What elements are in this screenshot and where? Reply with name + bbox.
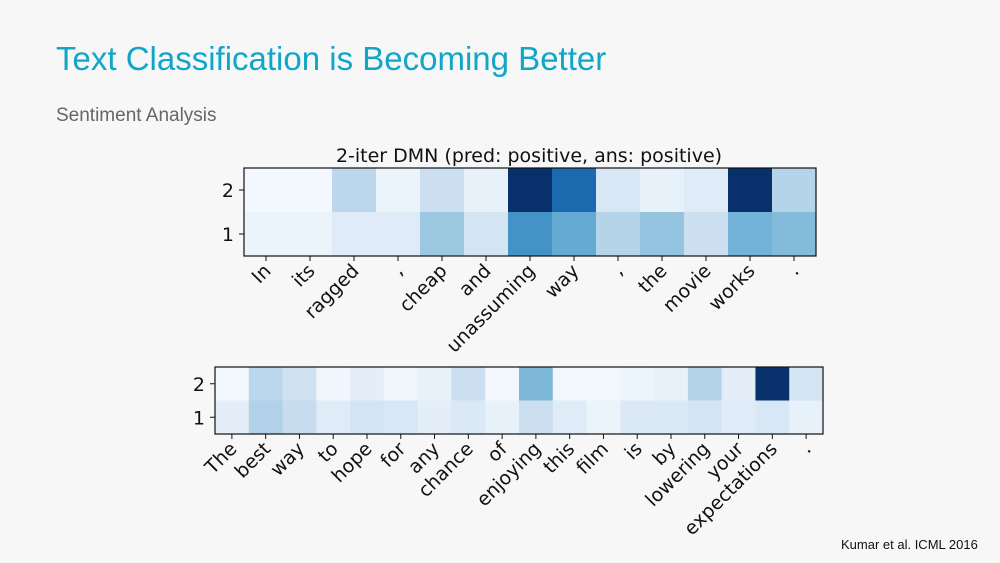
heatmap-1-x-label: , <box>388 260 408 280</box>
heatmap-2-cell <box>350 400 385 435</box>
heatmap-2-cell <box>620 367 655 401</box>
heatmap-2-x-label: enjoying <box>472 438 545 511</box>
heatmap-1-cell <box>596 168 641 213</box>
heatmap-2-cell <box>552 400 588 435</box>
heatmap-1-x-label: , <box>608 260 628 280</box>
heatmap-2-x-label: . <box>796 438 816 458</box>
heatmap-1-cell <box>288 168 333 213</box>
heatmap-2-x-label: this <box>539 438 579 478</box>
heatmap-1-x-label: its <box>288 260 320 292</box>
heatmap-2-cell <box>620 400 655 435</box>
heatmap-2-x-label: is <box>620 438 646 464</box>
heatmap-2-cell <box>586 400 621 435</box>
heatmap-1-cell <box>508 168 553 213</box>
heatmap-1-cell <box>640 168 685 213</box>
heatmap-1-cell <box>464 168 509 213</box>
heatmap-2-cell <box>316 367 351 401</box>
heatmap-1-cell <box>464 212 509 257</box>
heatmap-2-cell <box>687 400 723 435</box>
heatmap-1-cell <box>332 168 377 213</box>
heatmap-1-cell <box>728 168 773 213</box>
heatmap-2-x-label: hope <box>327 438 376 487</box>
heatmap-2-cell <box>654 400 689 435</box>
heatmap-1-title: 2-iter DMN (pred: positive, ans: positiv… <box>336 145 722 167</box>
heatmap-2-y-label: 2 <box>193 374 205 396</box>
heatmap-1-x-label: the <box>634 260 672 298</box>
heatmap-2-cell <box>417 367 452 401</box>
heatmap-2-x-label: way <box>266 438 309 481</box>
heatmap-1-cell <box>508 212 553 257</box>
heatmap-1-x-label: works <box>704 260 759 315</box>
heatmap-2-cell <box>451 367 486 401</box>
heatmap-1-cell <box>596 212 641 257</box>
heatmap-2-cell <box>789 367 824 401</box>
heatmap-1-x-label: In <box>247 260 275 288</box>
heatmap-1-cell <box>288 212 333 257</box>
heatmap-1-x-label: cheap <box>395 260 451 316</box>
heatmap-2-cell <box>519 400 554 435</box>
heatmap-1-cell <box>728 212 773 257</box>
heatmap-2-cell <box>789 400 824 435</box>
heatmap-2-cell <box>282 367 317 401</box>
heatmap-1-cell <box>376 212 421 257</box>
citation: Kumar et al. ICML 2016 <box>841 537 978 552</box>
heatmap-2-cell <box>215 400 250 435</box>
heatmap-2-cell <box>350 367 385 401</box>
heatmap-1-cell <box>244 168 289 213</box>
heatmap-2-cell <box>383 400 419 435</box>
slide-title: Text Classification is Becoming Better <box>56 40 607 77</box>
heatmap-2-x-label: for <box>376 438 410 472</box>
heatmap-1-cell <box>420 168 465 213</box>
heatmap-1-cell <box>772 168 817 213</box>
heatmap-1-cell <box>552 168 597 213</box>
heatmap-1-cell <box>772 212 817 257</box>
heatmap-2-cell <box>282 400 317 435</box>
heatmap-2-y-label: 1 <box>193 407 205 429</box>
heatmap-1-cell <box>684 212 729 257</box>
heatmap-1-cell <box>684 168 729 213</box>
heatmap-2-cell <box>755 400 790 435</box>
heatmap-2-cell <box>451 400 486 435</box>
slide-subtitle: Sentiment Analysis <box>56 105 217 126</box>
heatmap-2-cell <box>654 367 689 401</box>
heatmap-2-cell <box>552 367 588 401</box>
heatmap-1-cell <box>332 212 377 257</box>
heatmap-2-x-label: film <box>572 438 613 479</box>
heatmap-1-y-label: 1 <box>222 224 234 246</box>
heatmap-2-cell <box>383 367 419 401</box>
heatmap-1-cell <box>420 212 465 257</box>
heatmap-2-cell <box>417 400 452 435</box>
heatmap-2-cell <box>485 367 520 401</box>
heatmap-2-x-label: best <box>231 438 276 483</box>
heatmap-2-cell <box>586 367 621 401</box>
heatmap-2-cell <box>316 400 351 435</box>
heatmap-2-cell <box>485 400 520 435</box>
heatmap-2-cell <box>248 367 284 401</box>
heatmap-1-cell <box>640 212 685 257</box>
heatmap-2-cell <box>721 400 756 435</box>
heatmap-2-cell <box>215 367 250 401</box>
heatmap-2-cell <box>519 367 554 401</box>
heatmap-1-x-label: . <box>784 260 804 280</box>
heatmap-1-x-label: movie <box>659 260 716 317</box>
heatmap-2-frame <box>214 366 824 435</box>
heatmap-1-y-label: 2 <box>222 180 234 202</box>
heatmap-2-cell <box>755 367 790 401</box>
heatmap-1-cell <box>552 212 597 257</box>
heatmap-2-cell <box>687 367 723 401</box>
heatmap-2-cell <box>248 400 284 435</box>
heatmap-1-cell <box>244 212 289 257</box>
heatmap-2-cell <box>721 367 756 401</box>
heatmap-1-x-label: way <box>541 260 584 303</box>
heatmap-1-cell <box>376 168 421 213</box>
